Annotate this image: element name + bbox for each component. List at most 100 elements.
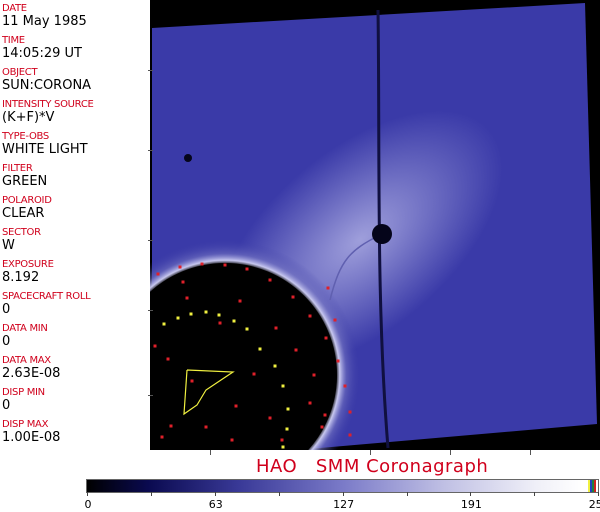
field-intensity-source: INTENSITY SOURCE (K+F)*V <box>2 99 94 125</box>
marker-grid <box>153 262 352 449</box>
axis-tick <box>210 450 211 455</box>
red-marker <box>268 278 272 282</box>
field-value: (K+F)*V <box>2 110 55 125</box>
red-marker <box>252 372 256 376</box>
field-sector: SECTOR W <box>2 227 41 253</box>
yellow-marker <box>189 312 193 316</box>
colorbar-tick <box>150 492 152 496</box>
field-value: 0 <box>2 302 11 317</box>
yellow-marker <box>258 347 262 351</box>
yellow-marker <box>162 322 166 326</box>
field-label: TYPE-OBS <box>2 131 49 142</box>
colorbar-tick-label: 63 <box>208 498 223 511</box>
axis-tick <box>148 70 153 71</box>
field-value: W <box>2 238 15 253</box>
yellow-marker <box>232 319 236 323</box>
colorbar-tick-label: 255 <box>588 498 600 511</box>
red-marker <box>153 344 157 348</box>
colorbar-tick <box>214 492 216 496</box>
occulter-disk <box>150 263 337 450</box>
yellow-marker <box>273 364 277 368</box>
axis-tick <box>148 395 153 396</box>
colorbar-tick <box>87 492 88 496</box>
field-filter: FILTER GREEN <box>2 163 47 189</box>
red-marker <box>169 424 173 428</box>
red-marker <box>343 384 347 388</box>
red-marker <box>230 438 234 442</box>
field-value: 2.63E-08 <box>2 366 61 381</box>
yellow-marker <box>281 384 285 388</box>
red-marker <box>156 272 160 276</box>
colorbar-tick-label: 191 <box>460 498 482 511</box>
field-value: 8.192 <box>2 270 40 285</box>
axis-tick <box>370 450 371 455</box>
field-label: INTENSITY SOURCE <box>2 99 94 110</box>
yellow-marker <box>245 327 249 331</box>
red-marker <box>234 404 238 408</box>
field-object: OBJECT SUN:CORONA <box>2 67 91 93</box>
red-marker <box>160 435 164 439</box>
red-marker <box>268 416 272 420</box>
field-value: 0 <box>2 334 11 349</box>
field-disp-min: DISP MIN 0 <box>2 387 45 413</box>
red-marker <box>291 295 295 299</box>
red-marker <box>308 314 312 318</box>
red-marker <box>324 336 328 340</box>
field-label: DATA MAX <box>2 355 51 366</box>
colorbar-tick <box>406 492 408 496</box>
field-label: DISP MAX <box>2 419 49 430</box>
yellow-marker <box>285 427 289 431</box>
colorbar-tick-label: 0 <box>84 498 92 511</box>
red-marker <box>333 318 337 322</box>
pylon-arc <box>329 234 381 301</box>
red-marker <box>181 280 185 284</box>
triangle-marker <box>183 369 235 416</box>
red-marker <box>190 379 194 383</box>
red-marker <box>178 265 182 269</box>
axis-tick <box>450 450 451 455</box>
red-marker <box>238 299 242 303</box>
red-marker <box>320 425 324 429</box>
red-marker <box>274 326 278 330</box>
red-marker <box>336 359 340 363</box>
axis-tick <box>148 310 153 311</box>
red-marker <box>245 267 249 271</box>
field-label: POLAROID <box>2 195 52 206</box>
red-marker <box>185 296 189 300</box>
dark-spot <box>184 154 192 162</box>
image-title: HAO SMM Coronagraph <box>256 456 489 477</box>
field-label: DATA MIN <box>2 323 48 334</box>
field-data-min: DATA MIN 0 <box>2 323 48 349</box>
red-marker <box>204 425 208 429</box>
colorbar-green <box>592 480 594 492</box>
colorbar-tick-label: 127 <box>333 498 355 511</box>
yellow-marker <box>281 445 285 449</box>
field-polaroid: POLAROID CLEAR <box>2 195 52 221</box>
field-label: TIME <box>2 35 25 46</box>
red-marker <box>294 348 298 352</box>
coronagraph-image <box>150 0 600 450</box>
field-label: EXPOSURE <box>2 259 54 270</box>
colorbar-tick <box>534 492 536 496</box>
field-type-obs: TYPE-OBS WHITE LIGHT <box>2 131 88 157</box>
field-date: DATE 11 May 1985 <box>2 3 87 29</box>
colorbar-tick <box>342 492 344 496</box>
field-value: 14:05:29 UT <box>2 46 82 61</box>
field-value: GREEN <box>2 174 48 189</box>
red-marker <box>308 401 312 405</box>
yellow-marker <box>286 407 290 411</box>
field-value: CLEAR <box>2 206 45 221</box>
field-value: WHITE LIGHT <box>2 142 88 157</box>
red-marker <box>280 438 284 442</box>
red-marker <box>218 321 222 325</box>
colorbar-blue <box>590 480 592 492</box>
axis-tick <box>148 150 153 151</box>
field-label: SECTOR <box>2 227 41 238</box>
field-label: OBJECT <box>2 67 38 78</box>
colorbar-tick <box>278 492 280 496</box>
field-value: SUN:CORONA <box>2 78 92 93</box>
axis-tick <box>530 450 531 455</box>
red-marker <box>312 373 316 377</box>
colorbar-yellow <box>588 480 590 492</box>
red-marker <box>166 357 170 361</box>
